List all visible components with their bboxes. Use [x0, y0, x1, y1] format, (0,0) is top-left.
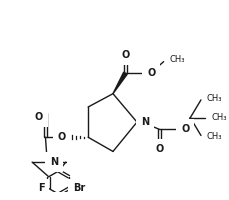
- Text: O: O: [154, 144, 163, 154]
- Text: O: O: [35, 112, 43, 122]
- Text: O: O: [121, 50, 129, 60]
- Text: N: N: [140, 117, 148, 127]
- Text: N: N: [50, 157, 58, 167]
- Text: CH₃: CH₃: [169, 55, 184, 64]
- Text: CH₃: CH₃: [206, 132, 221, 141]
- Text: O: O: [57, 132, 65, 142]
- Text: Br: Br: [73, 183, 85, 193]
- Text: F: F: [38, 183, 44, 193]
- Text: CH₃: CH₃: [206, 94, 221, 103]
- Text: O: O: [147, 68, 155, 78]
- Text: O: O: [180, 124, 188, 134]
- Polygon shape: [112, 72, 127, 94]
- Text: CH₃: CH₃: [211, 113, 226, 122]
